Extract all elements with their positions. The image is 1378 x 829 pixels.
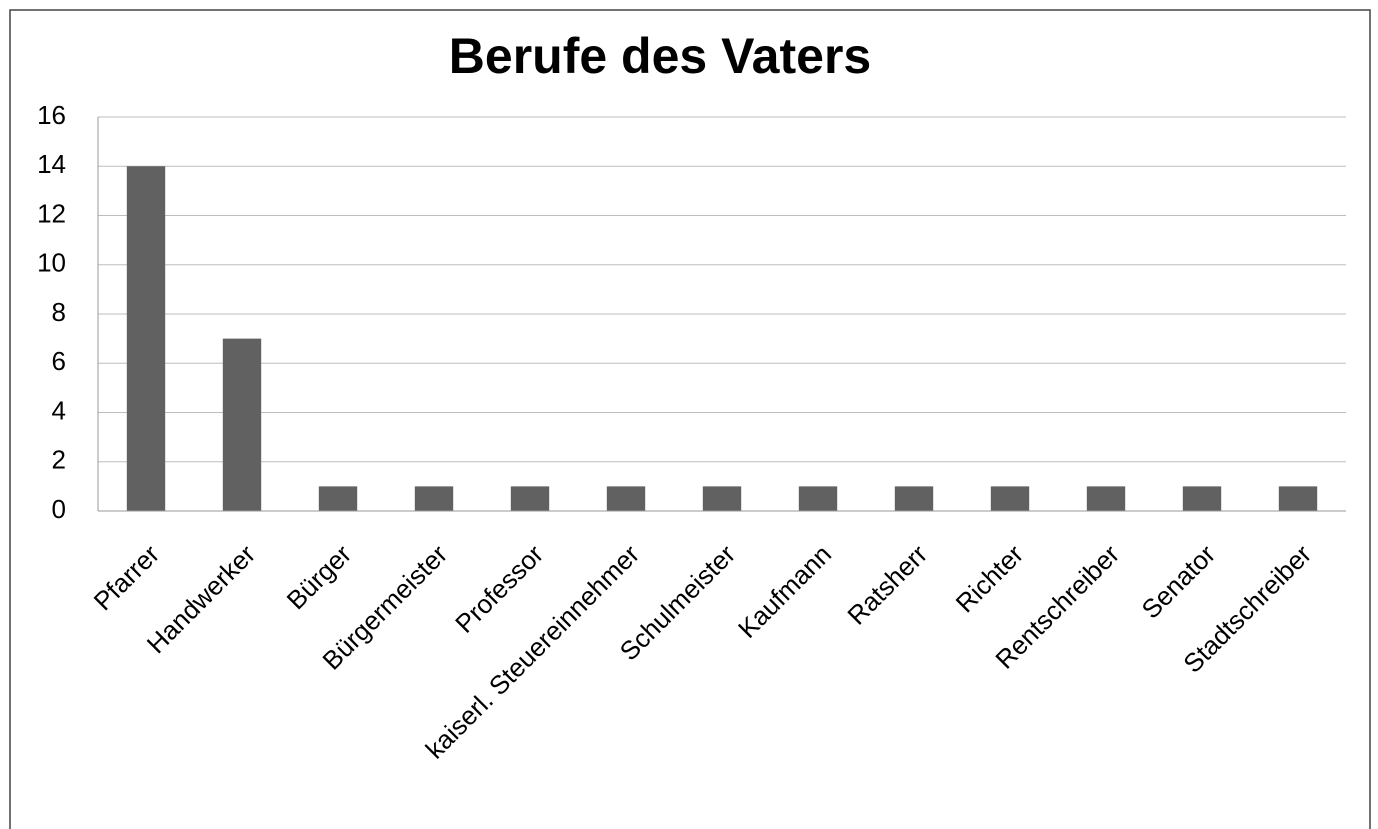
bar [990,486,1030,511]
y-tick-label: 8 [52,297,66,327]
bar [798,486,838,511]
y-tick-label: 2 [52,445,66,475]
chart-border [9,9,1371,829]
bar [894,486,934,511]
chart-title: Berufe des Vaters [449,28,871,84]
bar [126,166,166,511]
bar [1278,486,1318,511]
y-tick-label: 16 [37,100,66,130]
bar [702,486,742,511]
y-tick-label: 14 [37,149,66,179]
bar [414,486,454,511]
y-tick-label: 0 [52,494,66,524]
bar [1182,486,1222,511]
bar [1086,486,1126,511]
bar [510,486,550,511]
y-tick-label: 4 [52,395,66,425]
y-tick-label: 12 [37,198,66,228]
bar [222,338,262,511]
bar [318,486,358,511]
bar [606,486,646,511]
y-tick-label: 6 [52,346,66,376]
y-tick-label: 10 [37,248,66,278]
